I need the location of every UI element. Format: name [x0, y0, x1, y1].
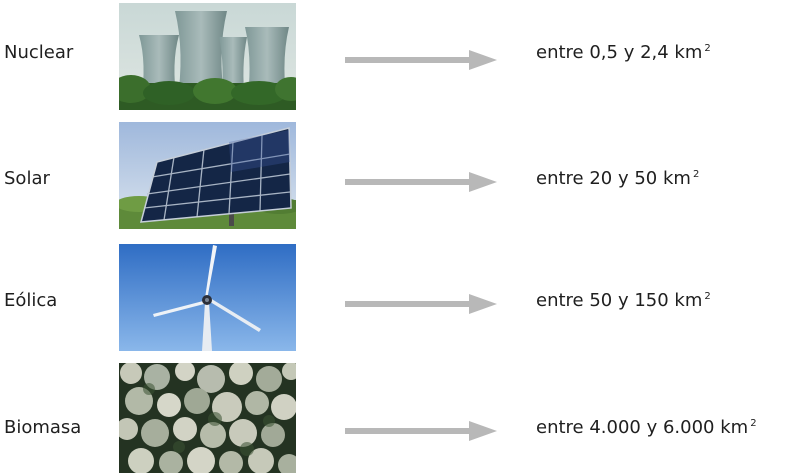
arrow-icon — [345, 172, 497, 192]
row-label: Nuclear — [4, 42, 74, 63]
area-range-value: entre 0,5 y 2,4 km 2 — [536, 42, 711, 63]
area-range-value: entre 20 y 50 km 2 — [536, 168, 700, 189]
row-label: Solar — [4, 168, 50, 189]
log-pile-image — [119, 363, 296, 473]
row-nuclear: Nuclear — [0, 3, 789, 113]
row-solar: Solar — [0, 122, 789, 232]
arrow-icon — [345, 50, 497, 70]
area-range-value: entre 50 y 150 km 2 — [536, 290, 711, 311]
wind-turbine-image — [119, 244, 296, 351]
row-label: Eólica — [4, 290, 58, 311]
nuclear-plant-image — [119, 3, 296, 110]
row-biomasa: Biomasa — [0, 363, 789, 473]
arrow-icon — [345, 421, 497, 441]
row-label: Biomasa — [4, 417, 82, 438]
arrow-icon — [345, 294, 497, 314]
area-range-value: entre 4.000 y 6.000 km 2 — [536, 417, 757, 438]
solar-panel-image — [119, 122, 296, 229]
row-eolica: Eólica entre 50 y 150 km 2 — [0, 244, 789, 354]
